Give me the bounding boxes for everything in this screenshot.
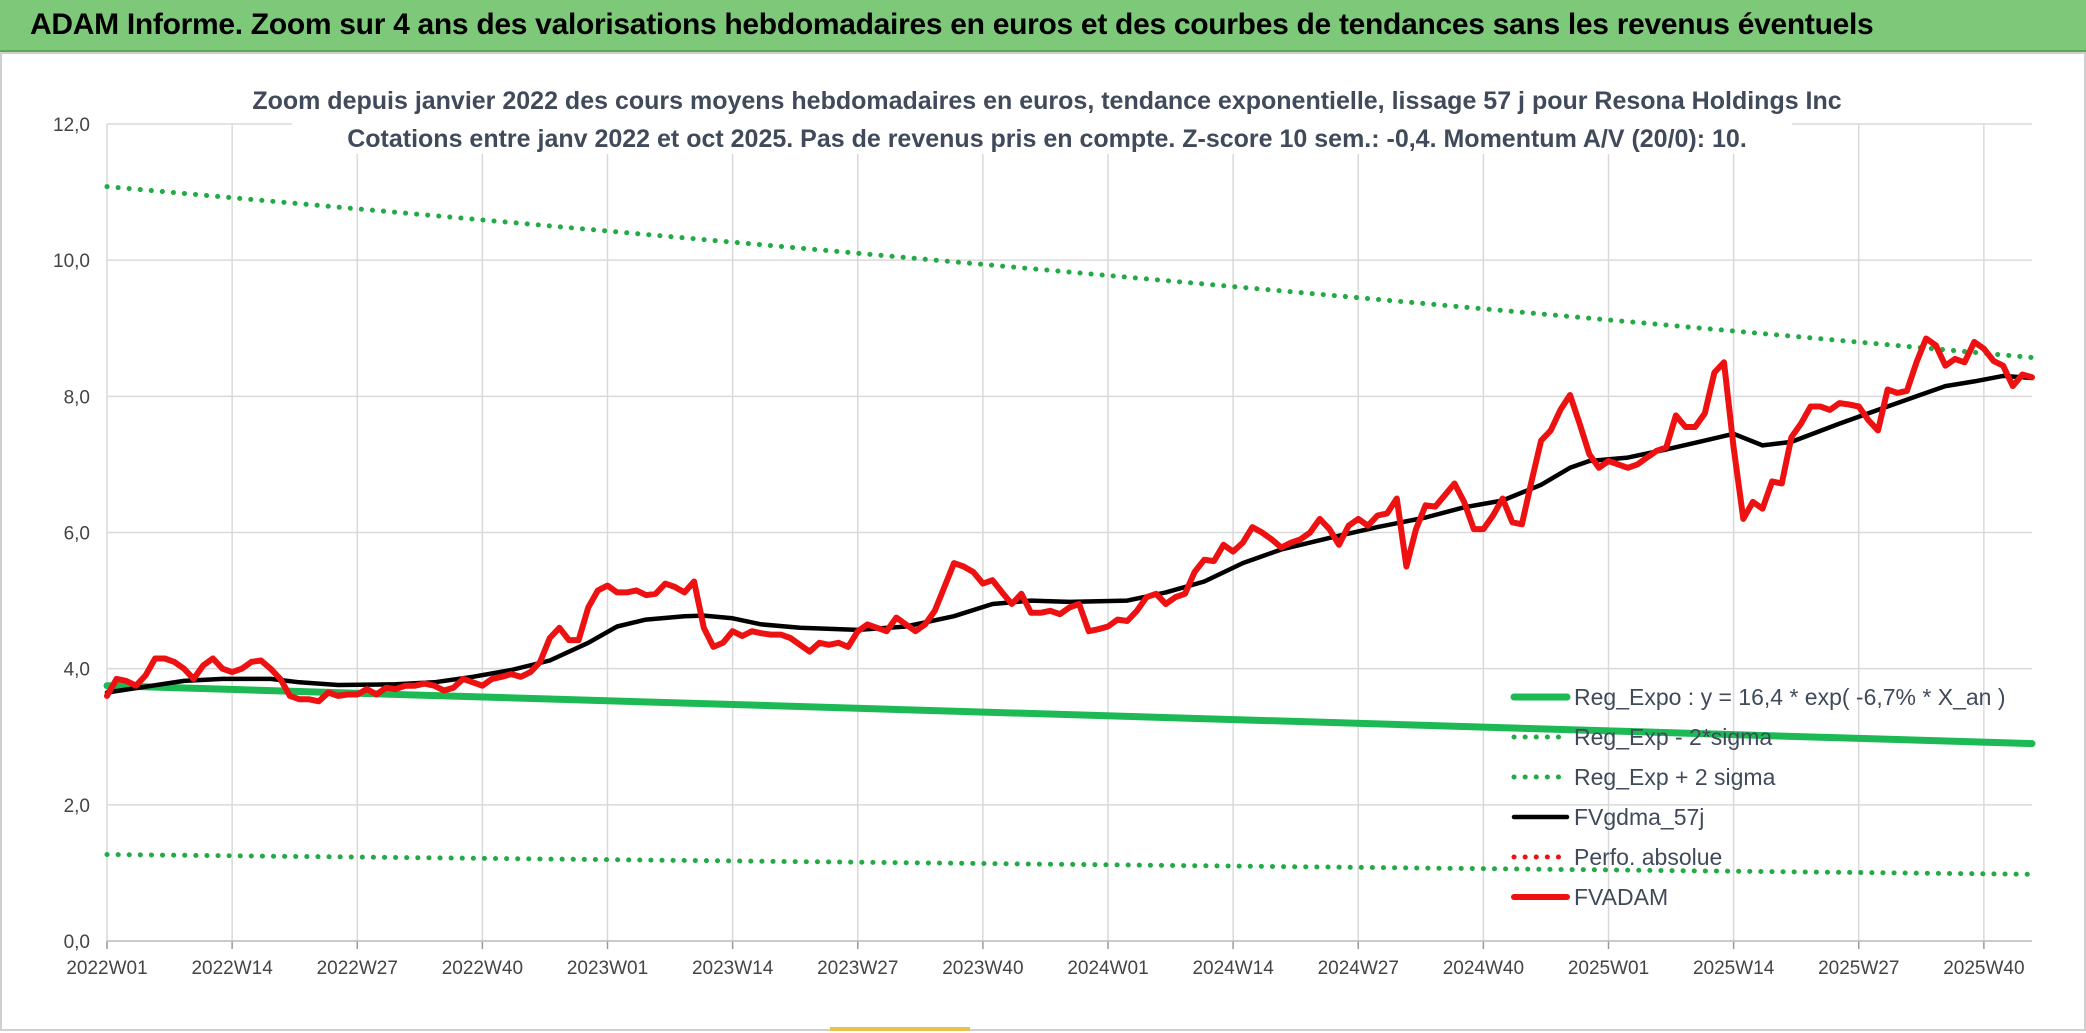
chart-area: 0,0 2,0 4,0 6,0 8,0 10,0 12,0 2022W01 2022W14 20… (0, 52, 2086, 1031)
y-tick-label: 10,0 (53, 251, 90, 272)
y-axis-ticks: 0,0 2,0 4,0 6,0 8,0 10,0 12,0 (53, 115, 90, 953)
y-tick-label: 4,0 (64, 660, 90, 681)
series-line-6 (104, 335, 2035, 705)
legend-label-2: Reg_Exp - 2*sigma (1574, 724, 1772, 750)
gridlines (106, 123, 2032, 942)
title-backdrop (292, 82, 1792, 154)
series-lines (103, 184, 2036, 877)
series-line-3 (104, 184, 2035, 360)
report-banner: ADAM Informe. Zoom sur 4 ans des valoris… (0, 0, 2086, 52)
x-tick-label: 2024W01 (1067, 958, 1148, 979)
x-axis-ticks: 2022W01 2022W14 2022W27 2022W40 2023W01 2023W… (66, 940, 2032, 979)
series-line-4 (104, 373, 2035, 695)
x-tick-label: 2023W27 (817, 958, 898, 979)
x-tick-label: 2025W01 (1568, 958, 1649, 979)
series-line-2 (104, 852, 2035, 877)
report-banner-title: ADAM Informe. Zoom sur 4 ans des valoris… (30, 8, 1874, 41)
y-tick-label: 12,0 (53, 115, 90, 136)
legend-label-1: Reg_Expo : y = 16,4 * exp( -6,7% * X_an … (1574, 684, 2006, 710)
chart-legend: Reg_Expo : y = 16,4 * exp( -6,7% * X_an … (1510, 684, 2006, 910)
x-tick-label: 2024W40 (1443, 958, 1524, 979)
x-tick-label: 2025W14 (1693, 958, 1775, 979)
x-tick-label: 2024W14 (1192, 958, 1274, 979)
x-tick-label: 2022W40 (442, 958, 523, 979)
x-tick-label: 2023W14 (692, 958, 774, 979)
x-tick-label: 2022W01 (66, 958, 147, 979)
y-tick-label: 0,0 (64, 932, 90, 953)
x-tick-label: 2022W14 (191, 958, 273, 979)
y-tick-label: 2,0 (64, 796, 90, 817)
line-chart: 0,02,04,06,08,010,012,0 2022W01 2022W14 20… (53, 82, 2036, 979)
legend-label-3: Reg_Exp + 2 sigma (1574, 764, 1776, 790)
legend-label-6: FVADAM (1574, 884, 1668, 910)
chart-subtitle: Cotations entre janv 2022 et oct 2025. P… (347, 125, 1747, 153)
x-tick-label: 2023W01 (567, 958, 648, 979)
x-tick-label: 2025W27 (1818, 958, 1899, 979)
x-tick-label: 2024W27 (1318, 958, 1399, 979)
x-tick-label: 2025W40 (1943, 958, 2024, 979)
y-tick-label: 8,0 (64, 387, 90, 408)
x-tick-label: 2022W27 (317, 958, 398, 979)
legend-label-5: Perfo. absolue (1574, 844, 1722, 870)
bottom-accent (830, 1027, 970, 1031)
legend-label-4: FVgdma_57j (1574, 804, 1704, 830)
series-line-1 (103, 682, 2036, 748)
x-tick-label: 2023W40 (942, 958, 1023, 979)
chart-title: Zoom depuis janvier 2022 des cours moyen… (252, 87, 1841, 115)
y-tick-label: 6,0 (64, 524, 90, 545)
